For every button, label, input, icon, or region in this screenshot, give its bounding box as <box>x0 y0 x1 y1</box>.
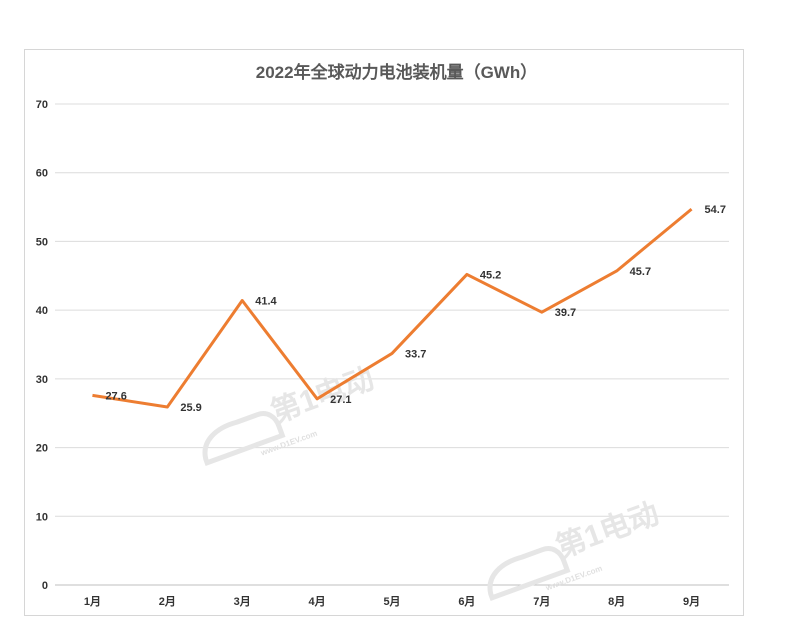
x-tick-label: 3月 <box>234 595 251 608</box>
y-axis-ticks: 0 10 20 30 40 50 60 70 <box>36 99 48 592</box>
y-tick-label: 40 <box>36 305 48 317</box>
x-tick-label: 8月 <box>608 595 625 608</box>
y-tick-label: 10 <box>36 511 48 523</box>
x-tick-label: 6月 <box>458 595 475 608</box>
y-tick-label: 0 <box>42 580 48 592</box>
data-label: 33.7 <box>405 348 426 360</box>
y-tick-label: 50 <box>36 236 48 248</box>
chart-title: 2022年全球动力电池装机量（GWh） <box>255 63 538 82</box>
chart-frame <box>24 49 744 616</box>
data-label: 27.6 <box>105 390 126 402</box>
data-label: 25.9 <box>180 402 201 414</box>
data-label: 54.7 <box>705 204 726 216</box>
watermark-brand: 第1电动 <box>551 496 663 564</box>
gridlines <box>55 103 729 586</box>
data-label: 27.1 <box>330 394 351 406</box>
x-tick-label: 1月 <box>84 595 101 608</box>
x-tick-label: 2月 <box>159 595 176 608</box>
x-tick-label: 4月 <box>309 595 326 608</box>
y-tick-label: 60 <box>36 168 48 180</box>
x-tick-label: 9月 <box>683 595 700 608</box>
y-tick-label: 70 <box>36 99 48 111</box>
series-line <box>92 207 693 409</box>
x-axis-ticks: 1月 2月 3月 4月 5月 6月 7月 8月 9月 <box>84 595 700 608</box>
car-logo-icon <box>487 546 571 601</box>
y-tick-label: 20 <box>36 443 48 455</box>
data-label: 41.4 <box>255 296 277 308</box>
data-labels: 27.6 25.9 41.4 27.1 33.7 45.2 39.7 45.7 54.7 <box>105 204 726 414</box>
x-tick-label: 5月 <box>383 595 400 608</box>
car-logo-icon <box>202 411 286 466</box>
y-tick-label: 30 <box>36 374 48 386</box>
x-tick-label: 7月 <box>533 595 550 608</box>
data-label: 45.7 <box>630 266 651 278</box>
data-label: 39.7 <box>555 307 576 319</box>
data-label: 45.2 <box>480 269 501 281</box>
